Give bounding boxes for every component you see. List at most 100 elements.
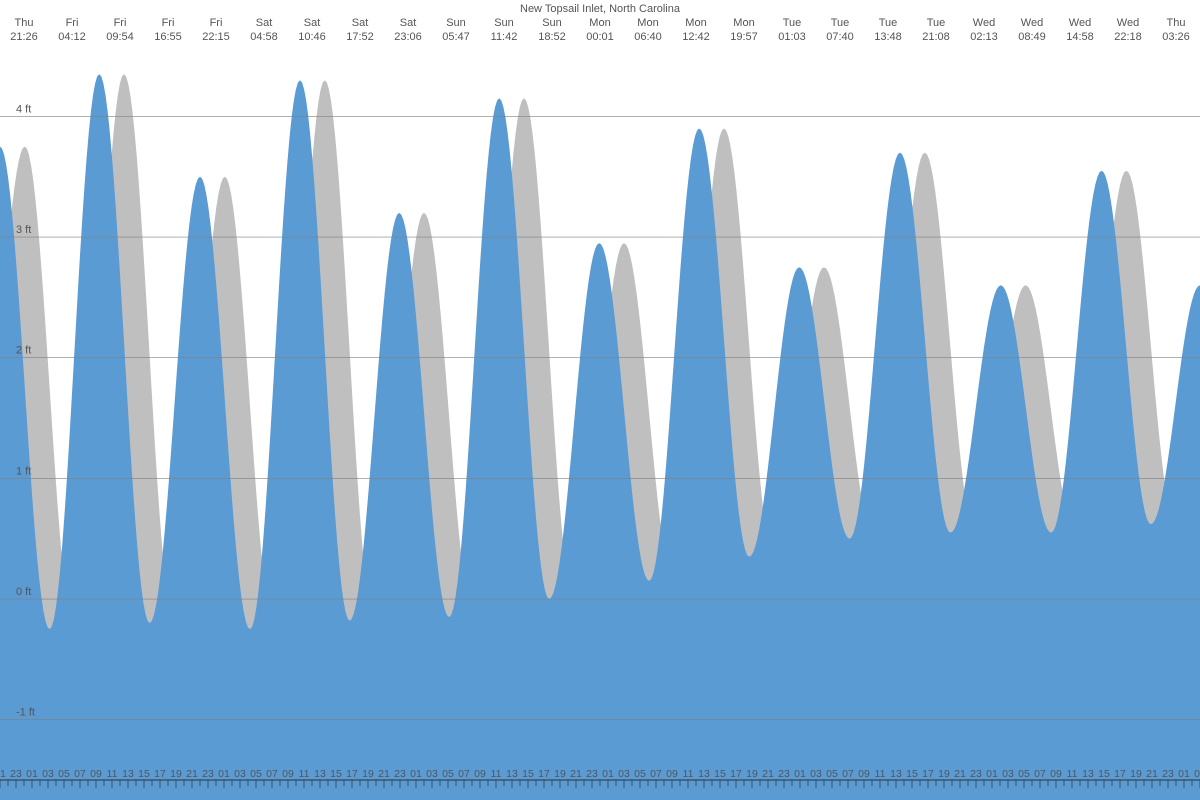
x-top-time: 18:52	[538, 31, 566, 43]
x-top-time: 17:52	[346, 31, 374, 43]
x-bottom-label: 01	[26, 768, 38, 780]
x-bottom-label: 03	[1194, 768, 1200, 780]
x-top-time: 04:58	[250, 31, 278, 43]
x-bottom-label: 11	[491, 768, 502, 780]
x-bottom-label: 05	[250, 768, 262, 780]
x-bottom-label: 23	[202, 768, 214, 780]
x-top-day: Mon	[733, 17, 754, 29]
x-top-time: 11:42	[491, 31, 518, 43]
x-bottom-label: 09	[666, 768, 678, 780]
x-bottom-label: 03	[618, 768, 630, 780]
x-top-time: 23:06	[394, 31, 422, 43]
x-top-day: Mon	[637, 17, 658, 29]
x-top-time: 16:55	[154, 31, 182, 43]
x-bottom-label: 03	[426, 768, 438, 780]
x-bottom-label: 23	[1162, 768, 1174, 780]
x-top-time: 14:58	[1066, 31, 1094, 43]
chart-title: New Topsail Inlet, North Carolina	[520, 3, 681, 15]
x-bottom-label: 17	[346, 768, 358, 780]
x-bottom-label: 01	[986, 768, 998, 780]
x-bottom-label: 19	[362, 768, 374, 780]
x-top-time: 21:08	[922, 31, 950, 43]
x-top-day: Wed	[1069, 17, 1091, 29]
x-bottom-label: 13	[122, 768, 134, 780]
x-bottom-label: 17	[730, 768, 742, 780]
x-bottom-label: 13	[1082, 768, 1094, 780]
x-bottom-label: 21	[762, 768, 774, 780]
x-top-day: Wed	[973, 17, 995, 29]
x-top-day: Tue	[831, 17, 850, 29]
x-bottom-label: 17	[922, 768, 934, 780]
x-bottom-label: 21	[1146, 768, 1158, 780]
x-bottom-label: 13	[314, 768, 326, 780]
tide-chart: -1 ft0 ft1 ft2 ft3 ft4 ft212301030507091…	[0, 0, 1200, 800]
x-bottom-label: 01	[602, 768, 614, 780]
x-top-time: 10:46	[298, 31, 326, 43]
x-bottom-label: 21	[378, 768, 390, 780]
x-bottom-label: 09	[282, 768, 294, 780]
x-top-day: Sun	[446, 17, 466, 29]
x-bottom-label: 07	[650, 768, 662, 780]
x-bottom-label: 15	[906, 768, 918, 780]
x-top-day: Sat	[256, 17, 273, 29]
x-bottom-label: 21	[570, 768, 582, 780]
x-top-time: 04:12	[58, 31, 86, 43]
x-bottom-label: 05	[826, 768, 838, 780]
x-bottom-label: 07	[458, 768, 470, 780]
y-tick-label: 4 ft	[16, 103, 31, 115]
x-bottom-label: 07	[266, 768, 278, 780]
x-bottom-label: 17	[1114, 768, 1126, 780]
x-top-day: Mon	[685, 17, 706, 29]
x-top-time: 21:26	[10, 31, 38, 43]
x-bottom-label: 19	[938, 768, 950, 780]
x-top-time: 06:40	[634, 31, 662, 43]
x-bottom-label: 21	[186, 768, 198, 780]
x-bottom-label: 07	[842, 768, 854, 780]
x-top-day: Sun	[494, 17, 514, 29]
x-top-time: 09:54	[106, 31, 134, 43]
x-top-day: Thu	[15, 17, 34, 29]
x-bottom-label: 11	[107, 768, 118, 780]
x-bottom-label: 23	[586, 768, 598, 780]
x-top-time: 22:18	[1114, 31, 1142, 43]
x-bottom-label: 03	[810, 768, 822, 780]
x-top-day: Fri	[114, 17, 127, 29]
x-bottom-label: 23	[778, 768, 790, 780]
x-bottom-label: 17	[538, 768, 550, 780]
x-bottom-label: 09	[1050, 768, 1062, 780]
x-bottom-label: 15	[330, 768, 342, 780]
x-bottom-label: 05	[634, 768, 646, 780]
x-bottom-label: 09	[90, 768, 102, 780]
x-bottom-label: 19	[1130, 768, 1142, 780]
tide-chart-svg: -1 ft0 ft1 ft2 ft3 ft4 ft212301030507091…	[0, 0, 1200, 800]
x-bottom-label: 21	[0, 768, 6, 780]
x-bottom-label: 05	[442, 768, 454, 780]
y-tick-label: 1 ft	[16, 465, 31, 477]
x-bottom-label: 17	[154, 768, 166, 780]
y-tick-label: 3 ft	[16, 224, 31, 236]
x-top-time: 19:57	[730, 31, 758, 43]
x-top-day: Sat	[304, 17, 321, 29]
x-bottom-label: 13	[506, 768, 518, 780]
x-top-day: Wed	[1117, 17, 1139, 29]
y-tick-label: -1 ft	[16, 707, 35, 719]
x-top-day: Tue	[879, 17, 898, 29]
x-top-day: Tue	[927, 17, 946, 29]
x-top-day: Wed	[1021, 17, 1043, 29]
x-bottom-label: 13	[890, 768, 902, 780]
x-bottom-label: 23	[10, 768, 22, 780]
x-top-day: Sat	[352, 17, 369, 29]
x-top-day: Thu	[1167, 17, 1186, 29]
y-tick-label: 0 ft	[16, 586, 31, 598]
x-top-time: 13:48	[874, 31, 902, 43]
x-bottom-label: 01	[410, 768, 422, 780]
x-bottom-label: 05	[58, 768, 70, 780]
x-top-day: Fri	[66, 17, 79, 29]
x-top-day: Mon	[589, 17, 610, 29]
x-top-time: 03:26	[1162, 31, 1190, 43]
x-bottom-label: 01	[218, 768, 230, 780]
x-top-day: Sat	[400, 17, 417, 29]
x-top-day: Sun	[542, 17, 562, 29]
x-top-time: 02:13	[970, 31, 998, 43]
x-bottom-label: 05	[1018, 768, 1030, 780]
